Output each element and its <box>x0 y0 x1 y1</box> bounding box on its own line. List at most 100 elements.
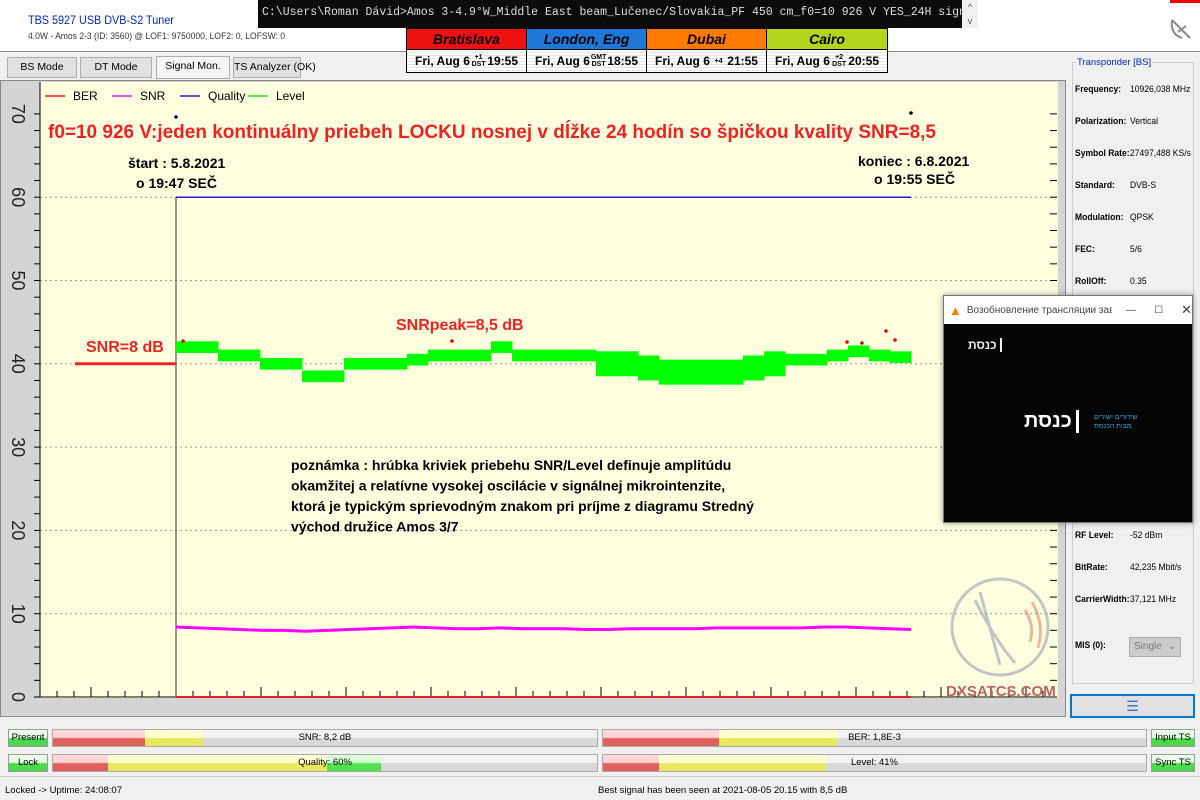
lock-indicator[interactable]: Lock <box>8 754 48 772</box>
tz-dst: DST <box>591 61 606 68</box>
close-icon[interactable]: ✕ <box>1181 302 1192 317</box>
series-level <box>176 341 912 385</box>
meter-fill <box>327 755 381 771</box>
vlc-cone-icon: ▲ <box>949 302 962 318</box>
tab-signal-mon[interactable]: Signal Mon. <box>156 56 230 79</box>
minimize-icon[interactable]: — <box>1126 304 1137 316</box>
quality-meter: Quality: 60% <box>52 754 598 772</box>
chart-title-annotation: f0=10 926 V:jeden kontinuálny priebeh LO… <box>48 121 936 143</box>
note-line: poznámka : hrúbka kriviek priebehu SNR/L… <box>291 457 731 473</box>
level-point <box>407 353 429 366</box>
tab-dt-mode[interactable]: DT Mode <box>80 57 152 78</box>
clock-tz: +1 DST <box>472 54 486 68</box>
level-point <box>869 349 891 362</box>
maximize-icon[interactable]: ☐ <box>1154 304 1164 316</box>
y-tick-label: 70 <box>8 104 28 124</box>
clock-cairo: Cairo Fri, Aug 6 +2 DST 20:55 <box>767 29 887 72</box>
tab-ts-analyzer-ok[interactable]: TS Analyzer (OK) <box>233 57 316 78</box>
y-tick-label: 0 <box>8 692 28 702</box>
transponder-label: Modulation: <box>1075 212 1124 223</box>
meter-fill <box>53 730 145 746</box>
scroll-down-icon[interactable]: v <box>967 16 973 26</box>
clock-london: London, Eng Fri, Aug 6 GMT DST 18:55 <box>527 29 647 72</box>
end-label: koniec : 6.8.2021 <box>858 153 970 169</box>
tz-offset: +4 <box>714 57 723 65</box>
ber-meter: BER: 1,8E-3 <box>602 729 1147 747</box>
marker-dot <box>893 338 897 342</box>
clock-date: Fri, Aug 6 <box>775 54 830 68</box>
legend-label: SNR <box>140 89 166 103</box>
y-tick-label: 40 <box>8 354 28 374</box>
y-tick-label: 60 <box>8 187 28 207</box>
level-point <box>848 345 870 358</box>
clock-time-row: Fri, Aug 6 +2 DST 20:55 <box>767 50 887 72</box>
transponder-value: QPSK <box>1130 212 1154 223</box>
level-point <box>827 349 849 362</box>
sync-ts-indicator[interactable]: Sync TS <box>1151 754 1195 772</box>
clock-dubai: Dubai Fri, Aug 6 +4 21:55 <box>647 29 767 72</box>
level-point <box>428 349 450 362</box>
signal-chart: 0 10 20 30 40 50 60 70 BER SNR Quality Level f0=10 9… <box>8 82 1057 702</box>
list-icon: ☰ <box>1126 698 1139 714</box>
level-point <box>806 353 828 366</box>
tz-offset: GMT <box>590 54 607 61</box>
vlc-titlebar[interactable]: ▲ Возобновление трансляции завтр... — ☐ … <box>944 296 1192 324</box>
transponder-label: Standard: <box>1075 180 1115 191</box>
marker-dot <box>860 341 864 345</box>
vlc-title: Возобновление трансляции завтр... <box>966 304 1113 316</box>
clock-city: Cairo <box>767 29 887 50</box>
vlc-window[interactable]: ▲ Возобновление трансляции завтр... — ☐ … <box>943 295 1193 523</box>
close-strip <box>1170 0 1200 3</box>
panel-button[interactable]: ☰ <box>1070 694 1195 718</box>
clock-time-row: Fri, Aug 6 +1 DST 19:55 <box>407 50 526 72</box>
clock-bratislava: Bratislava Fri, Aug 6 +1 DST 19:55 <box>407 29 527 72</box>
tz-offset: +2 <box>835 54 844 61</box>
dxsatcs-watermark <box>950 577 1050 677</box>
tz-offset: +1 <box>474 54 483 61</box>
level-point <box>386 357 408 370</box>
marker-dot <box>174 115 178 119</box>
level-point <box>785 353 807 366</box>
meter-label: SNR: 8,2 dB <box>298 732 352 743</box>
clock-date: Fri, Aug 6 <box>535 54 590 68</box>
clock-value: 20:55 <box>848 54 879 68</box>
level-point <box>449 349 471 362</box>
transponder-value: Vertical <box>1130 116 1159 127</box>
meter-fill <box>53 755 108 771</box>
marker-dot <box>909 111 913 115</box>
meter-label: Level: 41% <box>850 757 898 768</box>
transponder-label: Symbol Rate: <box>1075 148 1130 159</box>
level-point <box>596 351 618 377</box>
transponder-value: 27497,488 KS/s <box>1130 148 1191 159</box>
clock-time-row: Fri, Aug 6 GMT DST 18:55 <box>527 50 646 72</box>
level-point <box>575 349 597 362</box>
level-point <box>197 341 219 353</box>
y-tick-label: 10 <box>8 604 28 624</box>
status-best-signal: Best signal has been seen at 2021-08-05 … <box>598 785 848 796</box>
mis-select[interactable]: Single ⌄ <box>1129 637 1181 657</box>
present-indicator[interactable]: Present <box>8 729 48 747</box>
world-clocks: Bratislava Fri, Aug 6 +1 DST 19:55 London, En… <box>406 28 888 73</box>
input-ts-indicator[interactable]: Input TS <box>1151 729 1195 747</box>
legend-label: Quality <box>208 89 245 103</box>
console-scrollbar[interactable]: ^ v <box>962 0 978 28</box>
level-point <box>323 370 345 383</box>
transponder-value: 37,121 MHz <box>1130 594 1177 605</box>
transponder-value: -52 dBm <box>1130 530 1163 541</box>
level-point <box>533 349 555 362</box>
transponder-value: 5/6 <box>1130 244 1142 255</box>
watermark-ring <box>950 577 1050 677</box>
tab-bs-mode[interactable]: BS Mode <box>7 57 77 78</box>
level-point <box>638 355 660 381</box>
level-point <box>680 359 702 385</box>
start-time-label: o 19:47 SEČ <box>136 174 217 191</box>
y-tick-label: 20 <box>8 520 28 540</box>
scroll-up-icon[interactable]: ^ <box>967 2 973 12</box>
mis-value: Single <box>1134 641 1162 652</box>
divider <box>0 776 1200 777</box>
level-point <box>344 357 366 370</box>
level-point <box>512 349 534 362</box>
transponder-label: RF Level: <box>1075 530 1114 541</box>
legend-label: Level <box>276 89 305 103</box>
note-line: okamžitej a relatívne vysokej oscilácie … <box>291 478 725 494</box>
